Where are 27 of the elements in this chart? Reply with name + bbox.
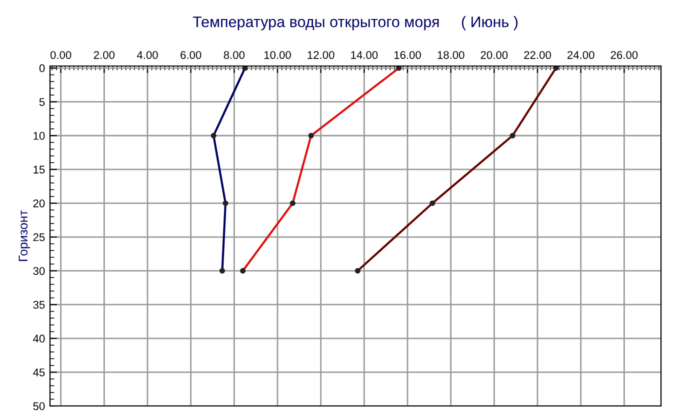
y-tick-label: 15 <box>34 166 45 174</box>
y-axis-title: Горизонт <box>18 210 30 261</box>
y-tick-label: 0 <box>39 64 45 72</box>
y-tick-label: 10 <box>34 132 45 140</box>
x-tick-label: 10.00 <box>264 51 291 59</box>
x-tick-label: 22.00 <box>524 51 551 59</box>
y-tick-label: 30 <box>33 267 45 275</box>
x-tick-label: 20.00 <box>480 51 508 59</box>
x-tick-label: 18.00 <box>438 51 464 59</box>
y-tick-label: 45 <box>33 368 45 376</box>
x-tick-label: 24.00 <box>567 51 594 59</box>
y-tick-label: 35 <box>33 300 45 309</box>
x-tick-label: 4.00 <box>136 51 158 59</box>
chart-title: Температура воды открытого моря ( Июнь ) <box>192 16 518 30</box>
x-tick-label: 14.00 <box>351 51 378 59</box>
x-tick-label: 6.00 <box>180 51 202 59</box>
y-tick-label: 40 <box>33 334 45 343</box>
y-tick-label: 20 <box>33 199 45 208</box>
x-tick-label: 0.00 <box>50 51 72 59</box>
x-tick-label: 16.00 <box>394 51 421 59</box>
x-tick-label: 26.00 <box>610 51 638 59</box>
x-tick-label: 12.00 <box>308 51 334 59</box>
y-tick-label: 50 <box>33 402 45 410</box>
y-tick-label: 5 <box>39 98 45 106</box>
x-tick-label: 8.00 <box>224 51 245 59</box>
x-tick-label: 2.00 <box>94 51 115 59</box>
y-tick-label: 25 <box>33 233 45 242</box>
